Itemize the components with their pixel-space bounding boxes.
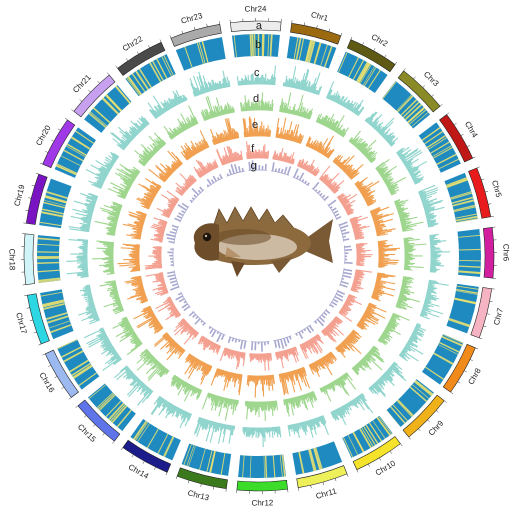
chromosome-segment-chr20	[42, 119, 76, 169]
chromosome-segment-chr4	[439, 114, 474, 163]
track-f	[144, 141, 373, 371]
chromosome-segment-chr17	[26, 293, 50, 345]
heatmap-segment-chr20	[54, 127, 96, 178]
fish-photo	[193, 206, 333, 277]
heatmap-segment-chr16	[57, 339, 100, 390]
track-label-g: g	[250, 160, 256, 172]
chromosome-segment-chr8	[442, 343, 476, 393]
track-e	[117, 116, 400, 398]
track-label-d: d	[253, 93, 259, 105]
chromosome-label-chr2: Chr2	[370, 32, 390, 49]
chromosome-label-chr7: Chr7	[492, 307, 505, 327]
chromosome-label-chr11: Chr11	[315, 486, 338, 501]
chromosome-segment-chr11	[296, 465, 348, 489]
chromosome-label-chr24: Chr24	[245, 4, 267, 13]
fish-eye	[202, 232, 212, 242]
chromosome-label-chr18: Chr18	[7, 248, 16, 270]
chromosome-label-chr13: Chr13	[187, 488, 211, 502]
chromosome-label-chr22: Chr22	[121, 34, 145, 53]
track-c	[66, 65, 451, 448]
chromosome-segment-chr22	[117, 41, 166, 76]
chromosome-label-chr19: Chr19	[13, 183, 27, 207]
chromosome-segment-chr23	[170, 23, 222, 47]
track-labels: ab c d efg	[250, 20, 262, 172]
chromosome-segment-chr7	[470, 287, 493, 339]
track-g	[166, 160, 353, 352]
heatmap-segment-chr13	[181, 443, 232, 476]
fish-head	[193, 223, 219, 261]
chromosome-segment-chr12	[236, 479, 288, 492]
fish-dorsal-fin	[212, 206, 294, 228]
chromosome-label-chr15: Chr15	[76, 422, 98, 444]
chromosome-label-chr23: Chr23	[180, 11, 204, 26]
chromosome-segment-chr9	[402, 394, 445, 438]
chromosome-segment-chr19	[25, 173, 48, 225]
chromosome-ideogram-ring	[21, 18, 497, 494]
chromosome-segment-chr6	[482, 227, 495, 279]
genome-tracks	[37, 34, 482, 479]
chromosome-label-chr1: Chr1	[310, 10, 330, 23]
heatmap-segment-chr21	[84, 84, 132, 133]
chromosome-label-chr4: Chr4	[463, 120, 480, 140]
fish-tail	[305, 219, 333, 263]
chromosome-segment-chr16	[44, 349, 79, 398]
chromosome-label-chr8: Chr8	[466, 366, 483, 386]
heatmap-segment-chr18	[37, 235, 61, 284]
chromosome-segment-chr21	[73, 74, 116, 118]
chromosome-segment-chr15	[77, 399, 121, 442]
heatmap-segment-chr22	[125, 54, 176, 97]
chromosome-label-chr5: Chr5	[490, 179, 504, 199]
chromosome-label-chr12: Chr12	[251, 498, 273, 507]
chromosome-segment-chr18	[23, 233, 36, 285]
track-label-a: a	[256, 20, 263, 32]
chromosome-label-chr10: Chr10	[374, 458, 398, 477]
chromosome-segment-chr13	[176, 467, 228, 490]
track-label-f: f	[251, 143, 255, 155]
track-label-b: b	[255, 39, 261, 51]
chromosome-segment-chr5	[468, 167, 492, 219]
heatmap-segment-chr12	[238, 454, 287, 479]
chromosome-segment-chr24	[230, 20, 282, 33]
chromosome-label-chr6: Chr6	[501, 244, 510, 262]
chromosome-label-chr17: Chr17	[14, 312, 29, 336]
track-d	[92, 92, 427, 421]
chromosome-segment-chr14	[122, 439, 172, 473]
track-label-c: c	[254, 67, 260, 79]
chromosome-segment-chr3	[397, 70, 441, 113]
chromosome-segment-chr10	[352, 436, 401, 471]
chromosome-label-chr16: Chr16	[37, 371, 56, 395]
chromosome-segment-chr2	[346, 39, 396, 73]
chromosome-label-chr9: Chr9	[427, 418, 446, 437]
chromosome-label-chr14: Chr14	[127, 462, 151, 481]
chromosome-label-chr20: Chr20	[34, 123, 53, 147]
chromosome-segment-chr1	[290, 22, 342, 45]
track-label-e: e	[252, 119, 258, 131]
heatmap-segment-chr6	[457, 228, 482, 277]
